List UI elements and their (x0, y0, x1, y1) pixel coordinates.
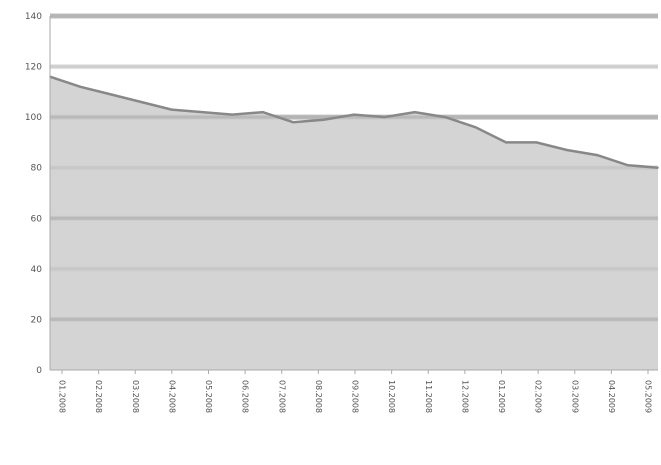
x-tick-label: 01.2008 (58, 380, 67, 413)
x-tick-label: 10.2008 (387, 380, 396, 413)
x-tick-label: 02.2009 (534, 380, 543, 413)
x-tick-label: 12.2008 (460, 380, 469, 413)
data-point (231, 113, 234, 116)
x-tick-label: 11.2008 (424, 380, 433, 413)
data-point (322, 118, 325, 121)
x-axis-tick-labels: 01.2008 02.2008 03.2008 04.2008 05.2008 06.20… (58, 370, 653, 413)
y-tick-label: 0 (36, 366, 42, 376)
data-point (566, 149, 568, 151)
data-point (414, 111, 416, 113)
data-point (353, 113, 355, 116)
y-tick-label: 120 (25, 63, 42, 73)
data-point (505, 141, 507, 144)
y-tick-label: 140 (25, 12, 42, 22)
x-tick-label: 01.2009 (497, 380, 506, 413)
x-tick-label: 07.2008 (277, 380, 286, 413)
x-tick-label: 02.2008 (94, 380, 103, 413)
data-point (626, 164, 629, 166)
x-tick-label: 04.2008 (167, 380, 176, 413)
data-point (383, 116, 386, 118)
area-fill (50, 76, 658, 370)
data-point (110, 93, 112, 96)
x-tick-label: 09.2008 (351, 380, 360, 413)
x-tick-label: 03.2009 (570, 380, 579, 413)
data-point (444, 116, 447, 118)
axes (49, 16, 658, 371)
data-point (170, 108, 173, 111)
x-tick-label: 04.2009 (607, 380, 616, 413)
data-point (596, 154, 598, 156)
x-tick-label: 05.2009 (644, 380, 653, 413)
y-axis-tick-labels: 0 20 40 60 80 100 120 140 (25, 12, 42, 376)
x-tick-label: 05.2008 (204, 380, 213, 413)
data-point (140, 101, 142, 103)
data-point (262, 111, 264, 113)
x-tick-label: 08.2008 (314, 380, 323, 413)
data-point (79, 86, 82, 88)
y-tick-label: 100 (25, 113, 42, 123)
y-tick-label: 60 (31, 214, 43, 224)
data-point (201, 111, 203, 113)
plot-area (49, 14, 659, 370)
data-point (474, 126, 477, 129)
y-tick-label: 20 (31, 315, 43, 325)
y-tick-label: 80 (31, 164, 43, 174)
x-tick-label: 06.2008 (241, 380, 250, 413)
y-tick-label: 40 (31, 265, 43, 275)
data-point (657, 166, 659, 169)
data-point (535, 141, 538, 144)
x-tick-label: 03.2008 (131, 380, 140, 413)
data-point (292, 121, 295, 123)
